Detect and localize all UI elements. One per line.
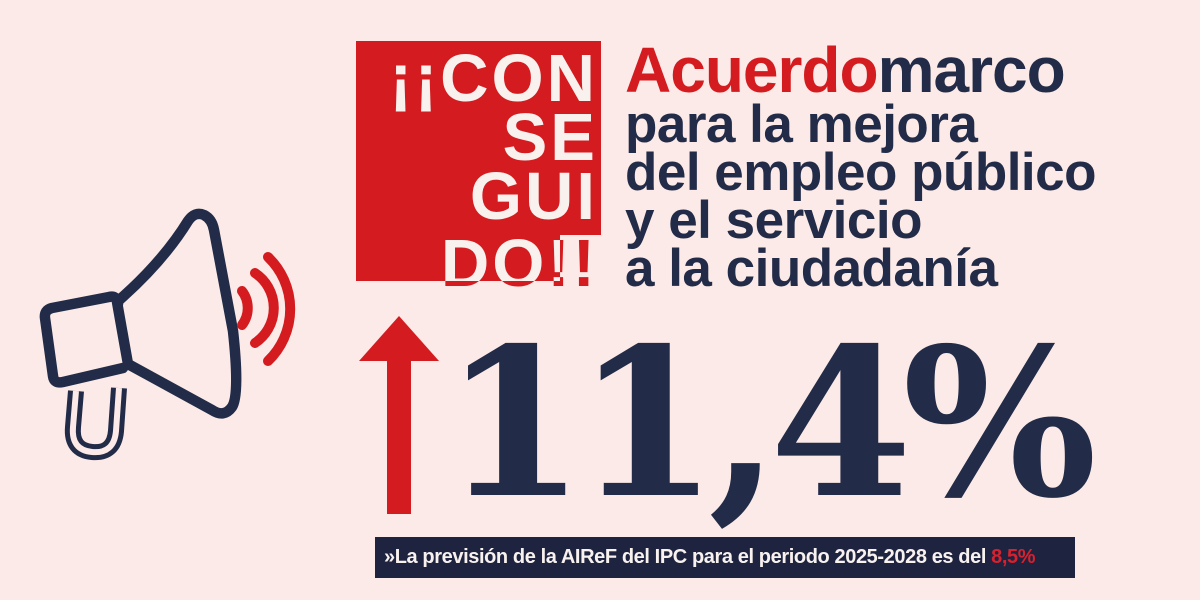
footer-note-bar: »La previsión de la AIReF del IPC para e… (375, 537, 1075, 578)
footer-note-text: »La previsión de la AIReF del IPC para e… (384, 546, 992, 568)
megaphone-icon (39, 208, 296, 461)
sound-wave-medium (250, 268, 279, 348)
badge-line-2-overflow: SE (503, 100, 598, 175)
headline-word-marco: marco (877, 34, 1066, 106)
headline-line-1: Acuerdomarco (625, 38, 1066, 102)
footer-note-highlight: 8,5% (991, 546, 1036, 568)
badge-line-3: GUI (470, 159, 598, 234)
headline-word-acuerdo: Acuerdo (625, 34, 879, 106)
headline-line-2: para la mejora (625, 95, 978, 154)
headline-line-4: y el servicio (625, 191, 922, 250)
badge-line-3-overflow: GUI (470, 159, 598, 234)
up-arrow-shape (359, 316, 439, 514)
conseguido-badge: ¡¡CON SE GUI DO!! ¡¡CON SE GUI DO!! (356, 41, 601, 293)
badge-line-1-overflow: ¡¡CON (389, 41, 598, 116)
up-arrow-icon (359, 316, 439, 514)
megaphone-bell (111, 208, 242, 419)
sound-wave-small (237, 286, 253, 330)
badge-line-2: SE (503, 100, 598, 175)
megaphone-handle-hole (69, 387, 122, 456)
headline-line-3: del empleo público (625, 143, 1097, 202)
sound-wave-large (263, 252, 296, 366)
megaphone-mouthpiece (39, 291, 129, 388)
badge-line-4-overflow: DO!! (441, 226, 598, 293)
headline: Acuerdomarco para la mejora del empleo p… (625, 0, 1200, 310)
headline-lines: para la mejora del empleo público y el s… (625, 95, 1097, 298)
badge-line-1: ¡¡CON (389, 41, 598, 116)
badge-text-overflow: ¡¡CON SE GUI DO!! (389, 41, 598, 293)
headline-line-5: a la ciudadanía (625, 239, 998, 298)
badge-red-square (356, 41, 601, 281)
stat-value: 11,4% (443, 304, 1097, 544)
